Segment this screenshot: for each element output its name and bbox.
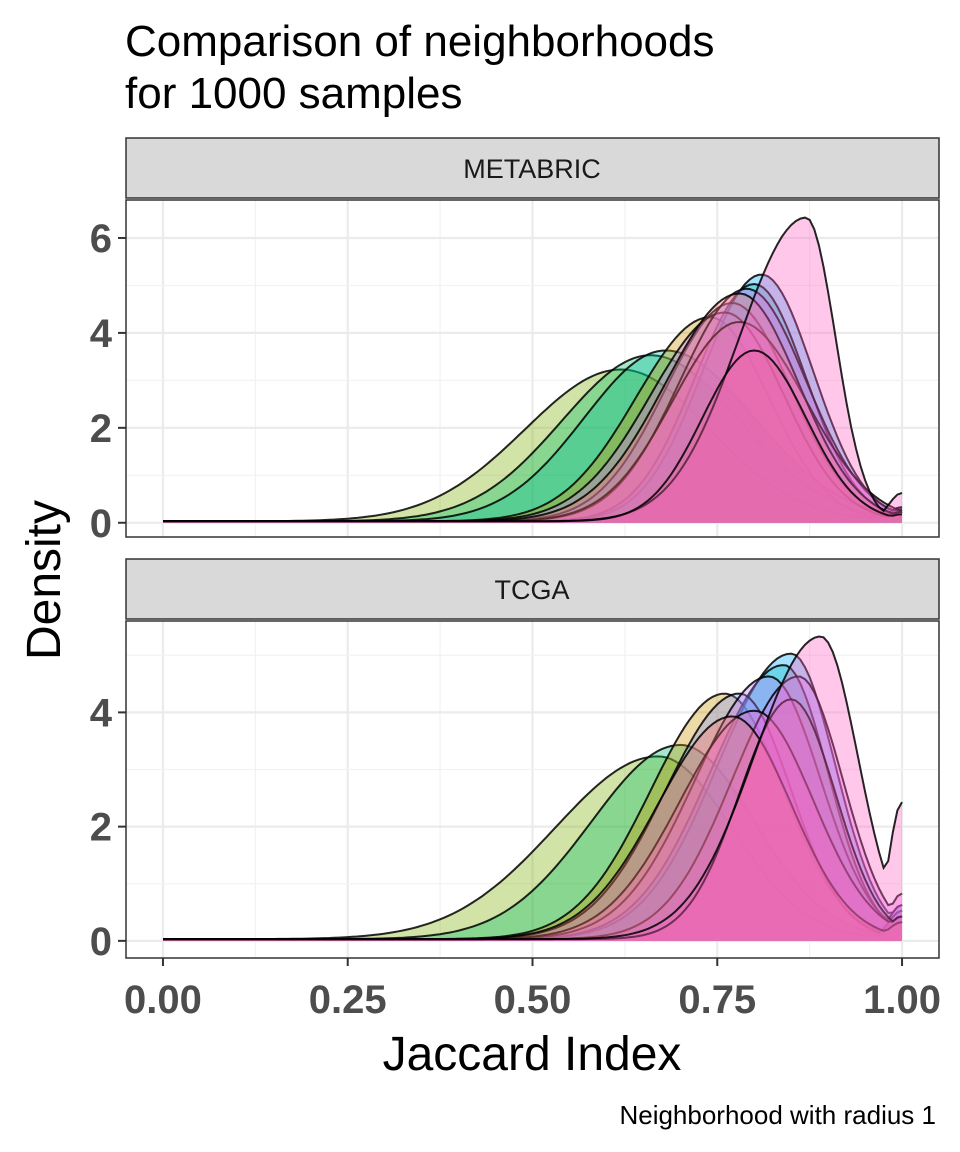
density-area-9 [163, 710, 902, 941]
density-line-12 [163, 635, 903, 941]
x-axis-title: Jaccard Index [383, 1028, 682, 1081]
chart-title-line-2: for 1000 samples [125, 69, 463, 118]
y-tick-label: 0 [90, 920, 112, 964]
strip-background [125, 558, 940, 620]
panel-border [125, 199, 940, 538]
density-line-13 [163, 349, 903, 523]
y-tick-label: 2 [90, 407, 112, 451]
panel-metabric: METABRIC 0 2 4 6 [90, 137, 940, 546]
panel-tcga: TCGA 0 2 4 [90, 558, 940, 964]
x-tick-label: 0.75 [678, 978, 756, 1022]
density-area-10 [163, 322, 902, 523]
density-area-13 [163, 350, 902, 523]
density-area-1 [163, 756, 902, 941]
density-area-11 [163, 293, 902, 523]
density-area-8 [163, 676, 902, 941]
density-series-group [163, 635, 903, 941]
strip-label-tcga: TCGA [494, 575, 569, 605]
density-area-9 [163, 288, 902, 523]
y-tick-label: 6 [90, 217, 112, 261]
chart-title-line-1: Comparison of neighborhoods [125, 17, 715, 66]
density-area-6 [163, 693, 902, 941]
x-tick-label: 0.00 [124, 978, 202, 1022]
density-area-2 [163, 744, 902, 941]
y-axis-ticks: 0 2 4 6 [90, 217, 126, 546]
grid-lines [126, 200, 939, 537]
strip-label-metabric: METABRIC [463, 154, 601, 184]
y-axis-ticks: 0 2 4 [90, 691, 126, 964]
strip-background [125, 137, 940, 199]
density-area-4 [163, 317, 902, 523]
density-area-5 [163, 665, 902, 941]
density-series-group [163, 216, 903, 523]
density-area-6 [163, 284, 902, 523]
density-area-7 [163, 303, 902, 523]
chart-title: Comparison of neighborhoods for 1000 sam… [125, 17, 727, 118]
y-axis-title: Density [18, 500, 71, 660]
y-tick-label: 4 [90, 691, 113, 735]
density-area-8 [163, 312, 902, 523]
x-tick-label: 0.50 [494, 978, 572, 1022]
density-area-12 [163, 636, 902, 941]
density-area-1 [163, 369, 902, 523]
density-area-4 [163, 653, 902, 941]
density-area-7 [163, 676, 902, 941]
density-area-10 [163, 716, 902, 941]
x-tick-label: 1.00 [863, 978, 941, 1022]
density-area-12 [163, 217, 902, 523]
y-tick-label: 2 [90, 806, 112, 850]
y-tick-label: 4 [90, 312, 113, 356]
y-tick-label: 0 [90, 502, 112, 546]
x-axis-ticks: 0.00 0.25 0.50 0.75 1.00 [124, 958, 941, 1022]
density-area-3 [163, 350, 902, 523]
chart-caption: Neighborhood with radius 1 [619, 1100, 936, 1130]
density-area-11 [163, 699, 902, 941]
x-tick-label: 0.25 [309, 978, 387, 1022]
